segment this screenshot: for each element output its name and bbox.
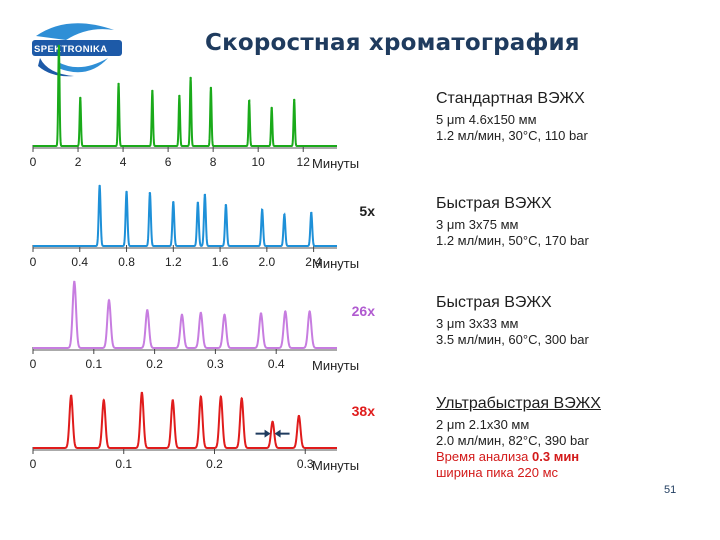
panel2-peak-1	[98, 184, 101, 188]
logo-swoosh-left	[38, 58, 74, 77]
panel2-tick-label: 0	[30, 255, 37, 269]
peak-width-arrowhead-left	[264, 429, 271, 438]
panel4-tick-label: 0.2	[206, 457, 223, 471]
panel2-peak-8	[260, 208, 264, 212]
panel3-x-label: Минуты	[312, 358, 359, 373]
panel2-peak-7	[224, 204, 228, 207]
panel2-tick-label: 1.2	[165, 255, 182, 269]
panel4-column: 2 μm 2.1х30 мм	[436, 417, 530, 432]
panel1-tick-label: 8	[210, 155, 217, 169]
panel2-peak-9	[283, 213, 286, 216]
panel2-peak-4	[172, 201, 175, 204]
panel1-column: 5 μm 4.6х150 мм	[436, 112, 537, 127]
panel2-tick-label: 2.0	[259, 255, 276, 269]
panel1-peak-6	[189, 76, 192, 80]
panel2-tick-label: 0.8	[118, 255, 135, 269]
panel4-peak-4	[171, 399, 174, 402]
panel4-tick-label: 0	[30, 457, 37, 471]
panel4-method: Ультрабыстрая ВЭЖХ	[436, 395, 601, 412]
panel3-peak-3	[146, 309, 149, 312]
panel4-conditions: 2.0 мл/мин, 82°C, 390 bar	[436, 433, 589, 448]
panel2-peak-2	[125, 190, 128, 194]
panel2-tick-label: 0.4	[71, 255, 88, 269]
panel1-tick-label: 6	[165, 155, 172, 169]
panel4-peak-1	[69, 394, 73, 397]
panel1-peak-3	[117, 82, 120, 86]
panel3-peak-9	[308, 310, 311, 313]
panel3-tick-label: 0.1	[85, 357, 102, 371]
panel3-peak-8	[284, 310, 287, 313]
panel2-x-label: Минуты	[312, 256, 359, 271]
panel4-x-label: Минуты	[312, 458, 359, 473]
panel3-conditions: 3.5 мл/мин, 60°C, 300 bar	[436, 332, 589, 347]
panel1-method: Стандартная ВЭЖХ	[436, 90, 585, 107]
panel1-tick-label: 2	[75, 155, 82, 169]
panel1-tick-label: 4	[120, 155, 127, 169]
panel1-peak-2	[79, 96, 82, 100]
panel3-tick-label: 0.4	[268, 357, 285, 371]
panel4-peak-8	[271, 420, 274, 424]
panel1-peak-8	[247, 99, 251, 103]
panel1-peak-4	[151, 89, 154, 93]
panel2-speedup: 5x	[359, 203, 375, 219]
analysis-time-value: 0.3 мин	[532, 449, 580, 464]
panel3-peak-4	[180, 313, 184, 317]
logo-swoosh-top	[36, 23, 114, 40]
panel2-chromatogram-trace	[33, 185, 337, 247]
panel3-column: 3 μm 3х33 мм	[436, 316, 519, 331]
panel1-chromatogram-trace	[33, 46, 337, 147]
panel4-chromatogram-trace	[33, 391, 337, 449]
panel3-peak-6	[223, 313, 226, 317]
panel4-analysis-time: Время анализа 0.3 мин	[436, 449, 579, 464]
panel4-peak-2	[102, 399, 105, 402]
panel1-peak-5	[178, 94, 181, 98]
panel4-peak-width: ширина пика 220 мс	[436, 465, 559, 480]
spektronika-logo	[32, 23, 122, 77]
panel4-peak-5	[199, 395, 203, 399]
panel1-tick-label: 10	[252, 155, 266, 169]
panel4-peak-7	[240, 397, 243, 400]
panel4-peak-3	[140, 391, 144, 395]
panel1-peak-10	[293, 98, 296, 102]
panel3-chromatogram-trace	[33, 280, 337, 349]
panel3-tick-label: 0.3	[207, 357, 224, 371]
logo-text: SPEKTRONIKA	[34, 44, 108, 55]
panel3-peak-2	[107, 299, 111, 302]
peak-width-arrowhead-right	[274, 429, 281, 438]
panel4-peak-6	[219, 395, 223, 399]
panel4-speedup: 38x	[351, 403, 375, 419]
panel1-conditions: 1.2 мл/мин, 30°C, 110 bar	[436, 128, 588, 143]
panel2-peak-6	[203, 193, 207, 197]
panel4-tick-label: 0.3	[297, 457, 314, 471]
panel4-peak-9	[297, 414, 301, 418]
logo-swoosh-bottom	[58, 58, 108, 73]
panel3-tick-label: 0	[30, 357, 37, 371]
panel1-peak-1	[57, 44, 61, 48]
panel3-peak-1	[73, 280, 76, 284]
panel1-tick-label: 0	[30, 155, 37, 169]
page-number: 51	[664, 484, 677, 496]
panel3-method: Быстрая ВЭЖХ	[436, 294, 552, 311]
panel2-peak-10	[310, 211, 313, 215]
panel3-peak-5	[199, 311, 203, 315]
panel1-peak-7	[209, 86, 213, 90]
panel2-tick-label: 1.6	[212, 255, 229, 269]
panel1-peak-9	[270, 106, 273, 110]
panel2-peak-3	[148, 192, 152, 195]
panel4-tick-label: 0.1	[115, 457, 132, 471]
panel2-column: 3 μm 3х75 мм	[436, 217, 519, 232]
panel1-tick-label: 12	[297, 155, 311, 169]
slide-title: Скоростная хроматография	[205, 30, 580, 56]
panel3-tick-label: 0.2	[146, 357, 163, 371]
panel3-peak-7	[259, 312, 263, 315]
panel3-speedup: 26x	[351, 303, 375, 319]
panel2-tick-label: 2.4	[305, 255, 322, 269]
panel2-method: Быстрая ВЭЖХ	[436, 195, 552, 212]
panel1-x-label: Минуты	[312, 156, 359, 171]
panel2-peak-5	[196, 201, 200, 204]
analysis-time-label: Время анализа	[436, 449, 533, 464]
logo-band	[32, 40, 122, 56]
panel2-conditions: 1.2 мл/мин, 50°C, 170 bar	[436, 233, 589, 248]
